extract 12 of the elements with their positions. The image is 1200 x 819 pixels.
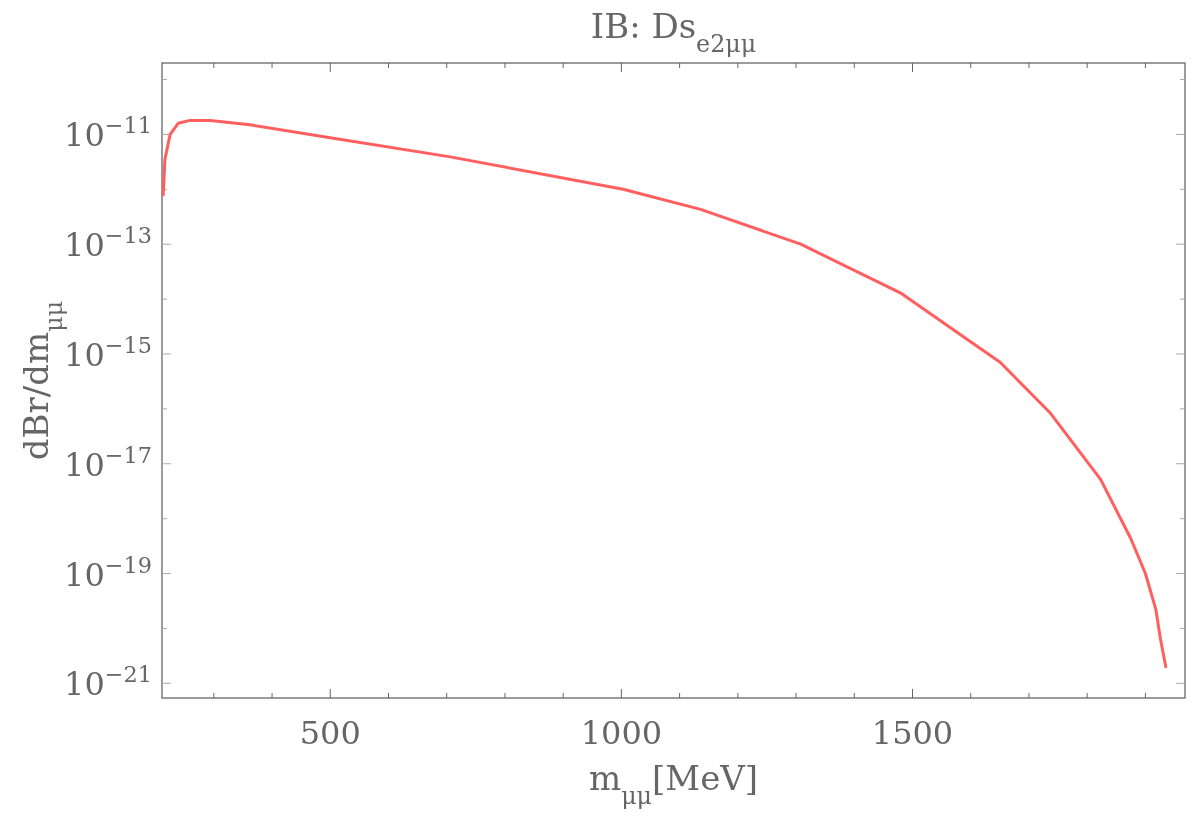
y-tick-label: 10$^{−15}$ (64, 331, 152, 374)
y-tick-label: 10$^{−17}$ (64, 441, 152, 484)
chart-title: IB: Ds$_{e2μμ}$ (590, 6, 757, 58)
y-tick-label: 10$^{−13}$ (64, 222, 152, 265)
y-tick-label: 10$^{−11}$ (64, 112, 152, 155)
x-tick-label: 500 (299, 714, 361, 752)
x-tick-label: 1000 (580, 714, 663, 752)
y-tick-label: 10$^{−21}$ (64, 661, 152, 704)
line-series (161, 118, 1168, 669)
y-tick-label: 10$^{−19}$ (64, 551, 152, 594)
x-axis-title: m$_{μμ}$[MeV] (588, 758, 759, 810)
x-tick-label: 1500 (871, 714, 954, 752)
